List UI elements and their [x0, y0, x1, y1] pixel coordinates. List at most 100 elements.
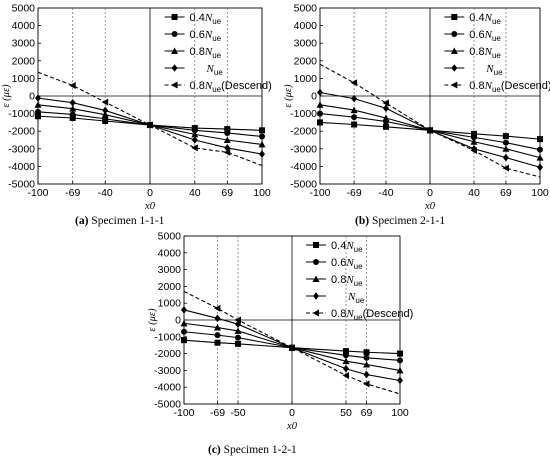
data-point-s2	[258, 140, 266, 148]
y-tick-label: 4000	[294, 20, 318, 32]
data-point-s4	[426, 126, 433, 134]
y-tick-label: 2000	[158, 281, 182, 293]
legend-label-0: 0.4Nue	[190, 12, 222, 26]
data-point-s4	[382, 99, 389, 107]
data-point-s2	[536, 154, 544, 161]
data-point-s4	[213, 304, 221, 312]
data-point-s1	[191, 127, 198, 134]
legend-label-2: 0.8Nue	[331, 274, 363, 288]
y-tick-label: 2000	[12, 55, 36, 67]
data-point-s0	[235, 340, 241, 347]
panel-a: 500040003000200010000-1000-2000-3000-400…	[1, 3, 272, 213]
y-tick-label: -1000	[8, 108, 35, 120]
y-axis-label: ε (με)	[147, 308, 158, 332]
y-tick-label: -2000	[290, 126, 317, 138]
caption-a: (a) Specimen 1-1-1	[75, 215, 165, 227]
data-point-s2	[234, 327, 242, 334]
x-tick-label: 100	[531, 187, 549, 199]
data-point-s3	[351, 94, 358, 103]
y-tick-label: -3000	[154, 365, 181, 377]
y-tick-label: 5000	[158, 231, 182, 243]
data-point-s2	[180, 319, 188, 327]
x-axis-label: x0	[424, 201, 436, 212]
data-point-s1	[351, 114, 358, 121]
data-point-s2	[223, 136, 231, 143]
data-point-s4	[223, 148, 231, 156]
panel-b: 500040003000200010000-1000-2000-3000-400…	[283, 3, 550, 213]
data-point-s1	[181, 328, 187, 335]
legend-label-2: 0.8Nue	[190, 46, 222, 60]
y-tick-label: 1000	[294, 73, 318, 85]
x-tick-label: -40	[378, 187, 393, 199]
y-tick-label: 4000	[158, 247, 182, 259]
x-tick-label: 0	[289, 407, 295, 419]
y-tick-label: -5000	[8, 179, 35, 191]
y-tick-label: -5000	[290, 179, 317, 191]
legend-marker-2	[171, 47, 179, 54]
legend-label-1: 0.6Nue	[190, 29, 222, 43]
data-point-s3	[317, 88, 323, 97]
y-tick-label: 0	[29, 91, 35, 103]
legend-label-4: 0.8Nue(Descend)	[469, 80, 550, 94]
data-point-s0	[363, 349, 370, 356]
data-point-s0	[397, 350, 403, 357]
data-point-s2	[213, 324, 221, 331]
y-tick-label: -1000	[154, 331, 181, 343]
legend-label-1: 0.6Nue	[331, 257, 363, 271]
y-axis-label: ε (με)	[283, 84, 294, 108]
x-tick-label: 69	[500, 187, 512, 199]
data-point-s4	[342, 371, 349, 379]
legend-label-0: 0.4Nue	[331, 240, 363, 254]
x-axis-label: x0	[286, 421, 298, 432]
data-point-s4	[363, 380, 370, 388]
y-tick-label: 0	[175, 315, 181, 327]
data-point-s3	[383, 104, 389, 113]
legend-marker-4	[450, 81, 458, 89]
data-point-s1	[35, 108, 41, 115]
y-tick-label: -5000	[154, 399, 181, 411]
legend-marker-0	[171, 14, 178, 20]
data-point-s2	[363, 361, 371, 368]
x-tick-label: -69	[347, 187, 362, 199]
x-axis-label: x0	[144, 201, 156, 212]
data-point-s2	[101, 111, 109, 118]
data-point-s2	[396, 366, 404, 374]
data-point-s0	[259, 127, 265, 134]
y-tick-label: 3000	[294, 38, 318, 50]
data-point-s2	[316, 101, 324, 108]
y-tick-label: -4000	[154, 382, 181, 394]
legend-marker-2	[312, 275, 320, 282]
y-tick-label: 1000	[158, 298, 182, 310]
data-point-s3	[191, 136, 198, 144]
data-point-s1	[235, 334, 241, 341]
data-point-s0	[537, 136, 543, 143]
data-point-s4	[101, 98, 109, 106]
data-point-s3	[235, 320, 241, 328]
data-point-s3	[502, 153, 509, 162]
data-point-s2	[382, 114, 390, 121]
x-tick-label: -100	[309, 187, 330, 199]
data-point-s0	[502, 133, 509, 140]
legend-label-3: Nue	[347, 291, 365, 305]
data-point-s0	[343, 348, 349, 355]
data-point-s0	[181, 337, 187, 344]
x-tick-label: 40	[468, 187, 480, 199]
data-point-s4	[502, 164, 509, 172]
legend-label-3: Nue	[485, 63, 503, 77]
x-tick-label: 69	[221, 187, 233, 199]
data-point-s1	[363, 354, 370, 361]
y-tick-label: -1000	[290, 108, 317, 120]
data-point-s0	[224, 126, 231, 133]
data-point-s0	[214, 339, 221, 346]
x-tick-label: 69	[361, 407, 373, 419]
legend-label-3: Nue	[206, 63, 224, 77]
panel-c: 500040003000200010000-1000-2000-3000-400…	[147, 231, 413, 433]
data-point-s3	[69, 98, 76, 107]
y-tick-label: -4000	[8, 161, 35, 173]
data-point-s2	[34, 101, 42, 108]
y-tick-label: 4000	[12, 20, 36, 32]
legend-label-0: 0.4Nue	[469, 12, 501, 26]
data-point-s0	[317, 119, 323, 126]
y-tick-label: -2000	[8, 126, 35, 138]
data-point-s3	[537, 163, 543, 172]
